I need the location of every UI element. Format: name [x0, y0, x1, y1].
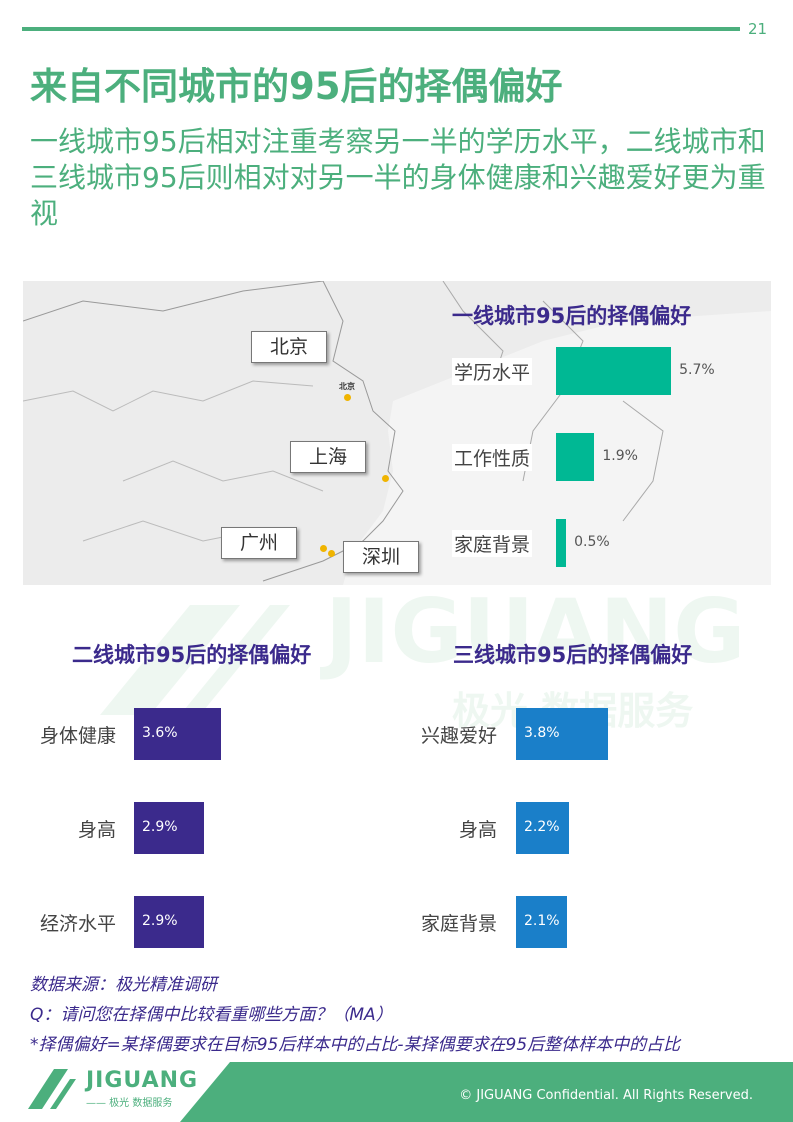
data-label: 5.7%: [679, 362, 715, 378]
bar: [134, 896, 205, 948]
category-label: 学历水平: [452, 358, 533, 385]
data-label: 3.8%: [524, 725, 560, 741]
footer-band: [180, 1062, 793, 1122]
data-label: 2.9%: [142, 819, 178, 835]
category-label: 家庭背景: [420, 913, 497, 935]
shanghai-dot: [382, 475, 389, 482]
copyright-text: © JIGUANG Confidential. All Rights Reser…: [459, 1088, 753, 1103]
data-label: 2.9%: [142, 913, 178, 929]
category-label: 工作性质: [452, 444, 533, 471]
definition-note: *择偶偏好=某择偶要求在目标95后样本中的占比-某择偶要求在95后整体样本中的占…: [30, 1035, 681, 1055]
category-label: 家庭背景: [452, 530, 533, 557]
watermark-brand: JIGUANG: [325, 580, 746, 683]
category-label: 身高: [77, 819, 116, 841]
chart2-title: 二线城市95后的择偶偏好: [72, 643, 312, 667]
bar: [134, 802, 205, 854]
data-label: 2.1%: [524, 913, 560, 929]
category-label: 经济水平: [39, 913, 116, 935]
shenzhen-dot: [328, 550, 335, 557]
guangzhou-dot: [320, 545, 327, 552]
top-divider: [22, 27, 740, 31]
city-label-shanghai: 上海: [290, 441, 366, 473]
bar: [556, 433, 595, 481]
data-label: 2.2%: [524, 819, 560, 835]
question-note: Q：请问您在择偶中比较看重哪些方面？（MA）: [30, 1005, 393, 1025]
city-label-guangzhou: 广州: [221, 527, 297, 559]
category-label: 兴趣爱好: [420, 725, 497, 747]
chart1-title: 一线城市95后的择偶偏好: [452, 304, 692, 328]
notes: 数据来源：极光精准调研 Q：请问您在择偶中比较看重哪些方面？（MA） *择偶偏好…: [30, 970, 680, 1060]
beijing-map-label: 北京: [339, 382, 355, 391]
bar: [556, 347, 672, 395]
bar: [556, 519, 567, 567]
category-label: 身高: [458, 819, 497, 841]
city-label-beijing: 北京: [251, 331, 327, 363]
chart3-title: 三线城市95后的择偶偏好: [453, 643, 693, 667]
page-subtitle: 一线城市95后相对注重考察另一半的学历水平，二线城市和三线城市95后则相对对另一…: [30, 125, 766, 230]
data-label: 0.5%: [574, 534, 610, 550]
jiguang-logo-icon: [28, 1069, 76, 1109]
footer-logo-text: JIGUANG: [86, 1068, 199, 1093]
city-label-shenzhen: 深圳: [343, 541, 419, 573]
bar: [134, 708, 222, 760]
bar: [516, 802, 570, 854]
page-number: 21: [748, 20, 768, 38]
data-label: 3.6%: [142, 725, 178, 741]
data-source-note: 数据来源：极光精准调研: [30, 975, 217, 995]
data-label: 1.9%: [602, 448, 638, 464]
beijing-dot: [344, 394, 351, 401]
watermark-logo-icon: [100, 605, 290, 715]
footer-logo-subtitle: —— 极光 数据服务: [86, 1098, 173, 1109]
bar: [516, 708, 608, 760]
page-title: 来自不同城市的95后的择偶偏好: [30, 65, 563, 108]
bar: [516, 896, 567, 948]
category-label: 身体健康: [39, 725, 116, 747]
